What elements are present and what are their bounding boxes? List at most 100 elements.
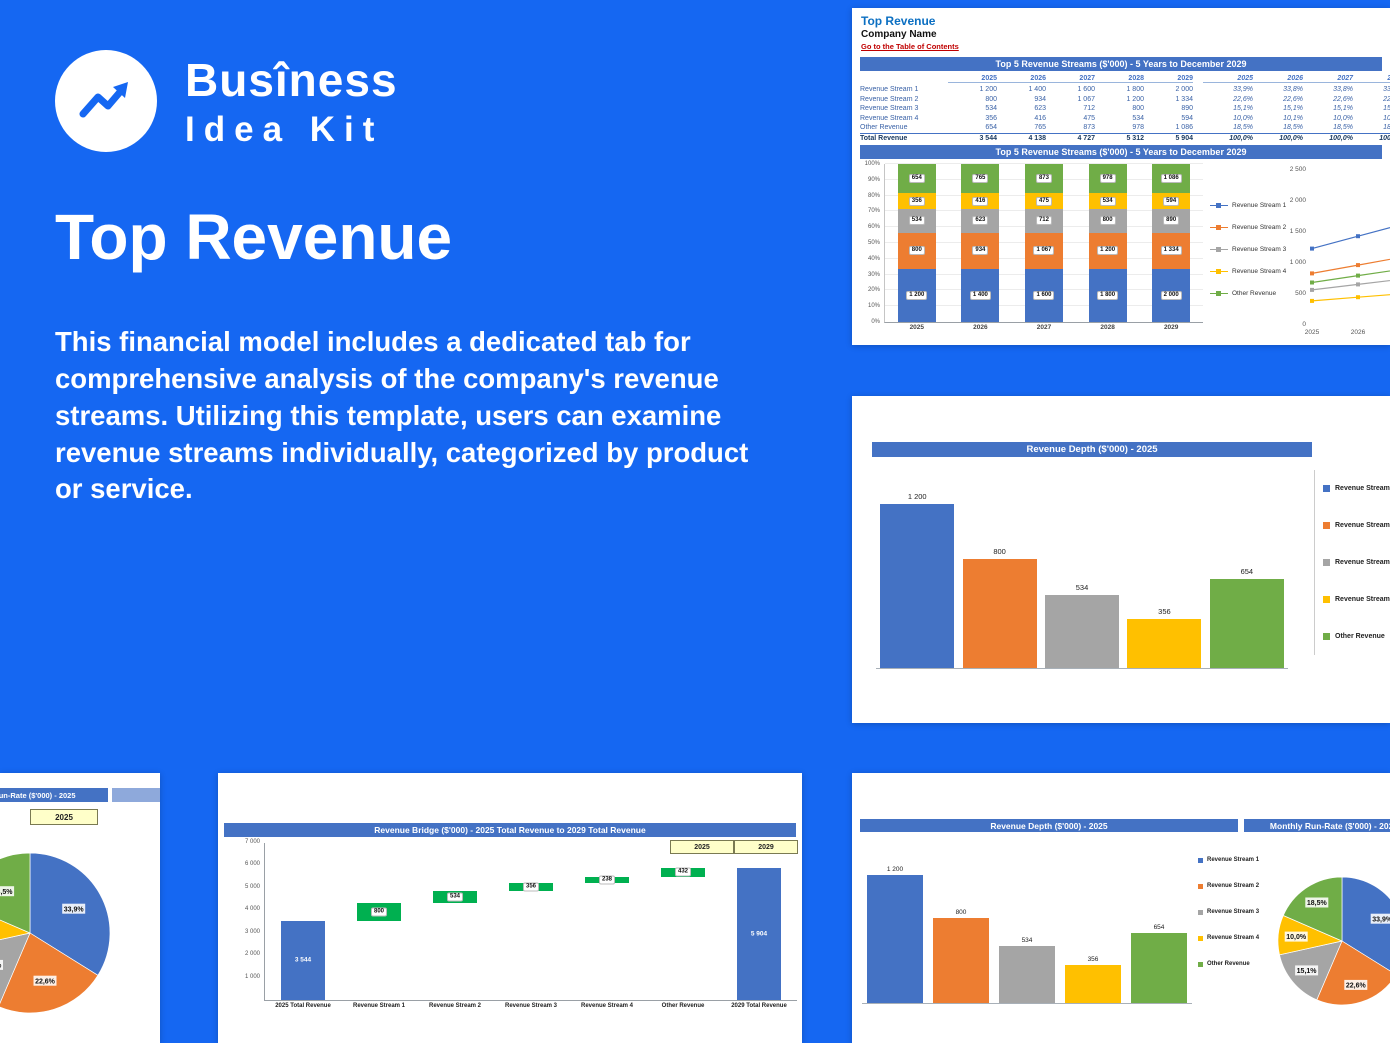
bar <box>1131 933 1187 1003</box>
bar-value-label: 623 <box>972 216 989 226</box>
waterfall-group: 800 Revenue Stream 1 <box>341 843 417 1009</box>
logo-wordmark-line2: Idea Kit <box>185 109 384 149</box>
panel-top-revenue-sheet: Top Revenue Company Name Go to the Table… <box>852 8 1390 345</box>
stacked-chart-y-axis: 0% 10% 20% 30% 40% 50% 60% 70% 80% 90% 100% <box>860 161 882 325</box>
bar-value-label: 534 <box>446 892 464 902</box>
y-axis-label: 4 000 <box>244 906 260 913</box>
year-selector-start[interactable]: 2025 <box>670 840 734 854</box>
bar-group: 654 <box>1126 924 1192 1003</box>
y-axis-label: 1 000 <box>244 973 260 980</box>
bar-group: 356 <box>1060 956 1126 1003</box>
stacked-chart-title-bar: Top 5 Revenue Streams ($'000) - 5 Years … <box>860 145 1382 159</box>
y-axis-label: 2 000 <box>244 951 260 958</box>
legend-label: Revenue Stream 2 <box>1335 522 1390 529</box>
bar-segment: 534 <box>1088 193 1127 210</box>
year-header: 2026 <box>1253 75 1303 83</box>
bar-segment: 1 086 <box>1152 164 1191 194</box>
bar-segment: 1 067 <box>1024 232 1063 269</box>
bar-value-label: 654 <box>1153 924 1165 932</box>
stacked-bar-group: 1 800 1 200 800 534 978 2028 <box>1076 164 1140 331</box>
bar-segment: 654 <box>897 163 936 194</box>
legend-swatch <box>1216 290 1221 296</box>
legend-item: Revenue Stream 3 <box>1198 899 1259 925</box>
legend-swatch <box>1216 246 1221 252</box>
legend-item: Other Revenue <box>1210 282 1286 304</box>
cell-value: 1 400 <box>1028 86 1046 94</box>
waterfall-bar: 356 <box>509 882 553 892</box>
legend-item: Revenue Stream 1 <box>1210 194 1286 216</box>
bar-group: 534 <box>994 937 1060 1003</box>
bar-segment: 475 <box>1024 193 1063 210</box>
cell-percent: 15,1% <box>1283 105 1303 113</box>
chart-legend: Revenue Stream 1 Revenue Stream 2 Revenue … <box>1210 194 1286 304</box>
y-axis-label: 50% <box>867 240 880 246</box>
cell-value: 3 544 <box>979 134 997 142</box>
cell-value: 1 600 <box>1077 86 1095 94</box>
legend-swatch <box>1198 935 1203 941</box>
cell-percent: 10,1% <box>1383 114 1390 122</box>
year-selector-end[interactable]: 2029 <box>734 840 798 854</box>
cell-value: 1 086 <box>1175 124 1193 132</box>
bar-value-label: 3 544 <box>294 956 312 964</box>
legend-label: Revenue Stream 3 <box>1232 245 1287 253</box>
chart-title-bar: Monthly Run-Rate ($'000) - 2025 <box>0 788 108 802</box>
bar-segment: 356 <box>897 193 936 210</box>
x-axis-label: Revenue Stream 2 <box>428 1003 482 1009</box>
svg-text:0: 0 <box>1302 321 1306 328</box>
bar-segment: 623 <box>961 209 1000 233</box>
year-header: 2027 <box>1046 75 1095 83</box>
cell-value: 534 <box>985 105 997 113</box>
legend-label: Revenue Stream 4 <box>1335 596 1390 603</box>
run-rate-pie-chart: 33,9%22,6%15,1%10,0%18,5% <box>0 852 111 1014</box>
bar-value-label: 1 400 <box>969 290 991 300</box>
legend-item: Revenue Stream 2 <box>1210 216 1286 238</box>
y-axis-label: 60% <box>867 224 880 231</box>
logo: Busîness Idea Kit <box>55 50 398 152</box>
x-axis-label: 2029 <box>1163 324 1179 331</box>
y-axis-label: 90% <box>867 176 880 183</box>
bar-group: 800 <box>958 547 1040 668</box>
bar <box>962 558 1037 668</box>
row-label: Other Revenue <box>860 124 908 132</box>
cell-value: 5 312 <box>1126 134 1144 142</box>
panel-monthly-run-rate: Monthly Run-Rate ($'000) - 2025 2025 33,… <box>0 773 160 1043</box>
cell-value: 1 200 <box>1126 95 1144 103</box>
x-axis-label: 2025 <box>909 324 925 331</box>
bar-segment: 765 <box>961 163 1000 194</box>
table-row: Revenue Stream 1 1 200 1 400 1 600 1 800 2 00… <box>860 85 1390 95</box>
cell-percent: 15,1% <box>1333 105 1353 113</box>
bar-segment: 712 <box>1024 209 1063 233</box>
sheet-title: Top Revenue <box>861 14 936 28</box>
year-selector[interactable]: 2025 <box>30 809 98 825</box>
waterfall-plot: 3 544 2025 Total Revenue 800 Revenue Stream… <box>264 843 797 1009</box>
waterfall-group: 3 544 2025 Total Revenue <box>265 843 341 1009</box>
stacked-bar: 1 600 1 067 712 475 873 <box>1024 163 1063 322</box>
bar-value-label: 5 904 <box>750 930 768 938</box>
y-axis-label: 70% <box>867 208 880 215</box>
bar-segment: 978 <box>1088 164 1127 194</box>
legend-swatch <box>1198 961 1203 967</box>
bar-value-label: 475 <box>1035 196 1052 206</box>
svg-text:1 000: 1 000 <box>1290 259 1307 266</box>
bar-segment: 416 <box>961 193 1000 210</box>
table-of-contents-link[interactable]: Go to the Table of Contents <box>861 42 959 51</box>
bar-segment: 934 <box>961 232 1000 269</box>
gridline <box>885 163 1203 164</box>
bar-value-label: 800 <box>993 546 1006 556</box>
cell-value: 5 904 <box>1175 134 1193 142</box>
stacked-bar-group: 1 400 934 623 416 765 2026 <box>949 163 1013 331</box>
cell-value: 594 <box>1181 114 1193 122</box>
x-axis-label: Other Revenue <box>661 1003 705 1009</box>
legend-swatch <box>1323 485 1330 492</box>
waterfall-bar: 238 <box>585 875 629 885</box>
cell-percent: 18,5% <box>1233 124 1253 132</box>
row-label: Revenue Stream 1 <box>860 86 919 94</box>
bar-value-label: 432 <box>674 867 692 877</box>
bar-group: 654 <box>1206 567 1288 668</box>
svg-text:2 000: 2 000 <box>1290 197 1307 204</box>
y-axis-label: 5 000 <box>244 883 260 890</box>
cell-value: 890 <box>1181 105 1193 113</box>
cell-value: 712 <box>1083 105 1095 113</box>
table-row: Revenue Stream 4 356 416 475 534 594 10,0% 10,1… <box>860 114 1390 124</box>
